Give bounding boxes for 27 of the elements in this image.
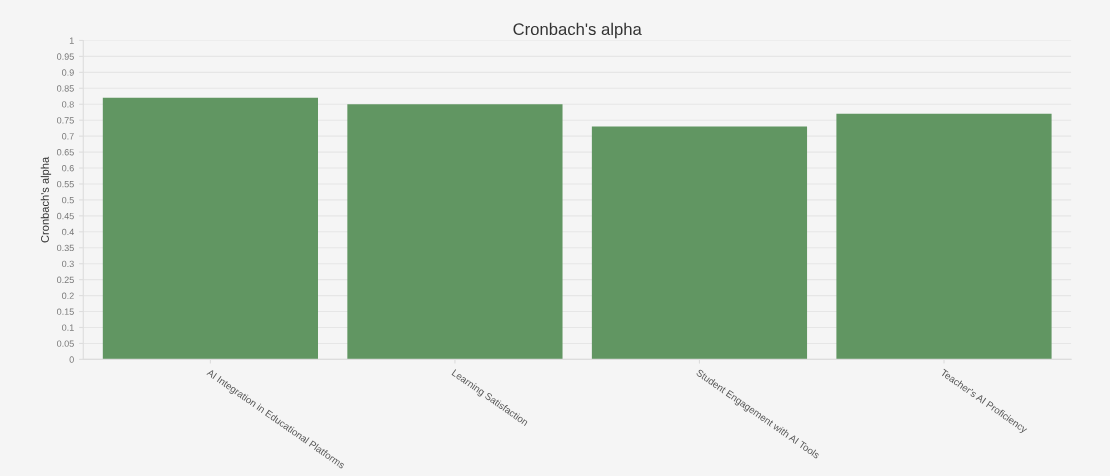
y-tick-label: 0 bbox=[69, 356, 74, 363]
y-tick-label: 0.75 bbox=[57, 117, 74, 124]
y-tick-label: 0.25 bbox=[57, 276, 74, 284]
y-tick-label: 0.4 bbox=[62, 228, 74, 236]
y-tick-label: 0.15 bbox=[57, 308, 74, 315]
y-tick-label: 0.95 bbox=[57, 53, 74, 60]
y-tick-label: 0.55 bbox=[57, 180, 74, 188]
bar bbox=[591, 126, 808, 360]
y-tick-label: 0.1 bbox=[62, 324, 74, 331]
chart-title: Cronbach's alpha bbox=[513, 22, 642, 39]
y-tick-label: 0.65 bbox=[57, 149, 74, 156]
y-tick-label: 0.6 bbox=[62, 165, 74, 172]
y-tick-label: 0.7 bbox=[62, 133, 74, 140]
y-tick-label: 0.3 bbox=[62, 260, 74, 268]
y-tick-label: 0.05 bbox=[57, 340, 74, 347]
y-tick-label: 0.35 bbox=[57, 244, 74, 252]
bar bbox=[836, 113, 1052, 360]
y-tick-label: 1 bbox=[69, 37, 74, 44]
y-tick-label: 0.8 bbox=[62, 101, 74, 108]
y-tick-label: 0.9 bbox=[62, 69, 74, 76]
y-tick-label: 0.45 bbox=[57, 212, 74, 220]
y-axis-title: Cronbach's alpha bbox=[40, 156, 52, 243]
bar bbox=[347, 104, 563, 360]
y-tick-label: 0.2 bbox=[62, 292, 74, 299]
y-tick-label: 0.85 bbox=[57, 85, 74, 92]
y-tick-label: 0.5 bbox=[62, 196, 74, 204]
bar bbox=[102, 97, 318, 360]
